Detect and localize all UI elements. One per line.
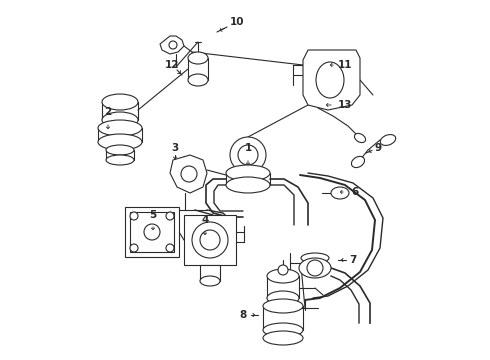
- Circle shape: [130, 212, 138, 220]
- Ellipse shape: [267, 291, 299, 305]
- Circle shape: [166, 212, 174, 220]
- Bar: [184, 215, 236, 265]
- Polygon shape: [303, 50, 360, 110]
- Ellipse shape: [380, 135, 396, 145]
- Ellipse shape: [188, 52, 208, 64]
- Ellipse shape: [106, 155, 134, 165]
- Circle shape: [144, 224, 160, 240]
- Ellipse shape: [299, 258, 331, 278]
- Ellipse shape: [263, 323, 303, 337]
- Ellipse shape: [263, 299, 303, 313]
- Text: 13: 13: [338, 100, 352, 110]
- Circle shape: [200, 230, 220, 250]
- Text: 2: 2: [104, 107, 112, 117]
- Circle shape: [130, 244, 138, 252]
- Ellipse shape: [226, 177, 270, 193]
- Circle shape: [278, 265, 288, 275]
- Text: 7: 7: [349, 255, 357, 265]
- Polygon shape: [160, 36, 184, 54]
- Ellipse shape: [267, 269, 299, 283]
- Circle shape: [192, 222, 228, 258]
- Circle shape: [166, 244, 174, 252]
- Ellipse shape: [316, 62, 344, 98]
- Polygon shape: [170, 155, 207, 193]
- Text: 3: 3: [172, 143, 179, 153]
- Text: 12: 12: [165, 60, 179, 70]
- Ellipse shape: [188, 74, 208, 86]
- Circle shape: [238, 145, 258, 165]
- Ellipse shape: [98, 134, 142, 150]
- Text: 5: 5: [149, 210, 157, 220]
- Ellipse shape: [106, 145, 134, 155]
- Ellipse shape: [226, 165, 270, 181]
- Ellipse shape: [263, 331, 303, 345]
- Ellipse shape: [98, 120, 142, 136]
- Ellipse shape: [102, 94, 138, 110]
- Ellipse shape: [102, 112, 138, 128]
- Text: 10: 10: [230, 17, 244, 27]
- Ellipse shape: [354, 134, 366, 143]
- Text: 4: 4: [201, 215, 209, 225]
- Bar: [130, 212, 174, 252]
- Text: 6: 6: [351, 187, 359, 197]
- Ellipse shape: [351, 157, 365, 167]
- Circle shape: [181, 166, 197, 182]
- Ellipse shape: [301, 253, 329, 263]
- Text: 1: 1: [245, 143, 252, 153]
- Text: 11: 11: [338, 60, 352, 70]
- Bar: [125, 207, 179, 257]
- Circle shape: [230, 137, 266, 173]
- Ellipse shape: [331, 187, 349, 199]
- Ellipse shape: [200, 276, 220, 286]
- Text: 8: 8: [240, 310, 246, 320]
- Circle shape: [307, 260, 323, 276]
- Text: 9: 9: [374, 143, 382, 153]
- Bar: [200, 265, 220, 281]
- Circle shape: [169, 41, 177, 49]
